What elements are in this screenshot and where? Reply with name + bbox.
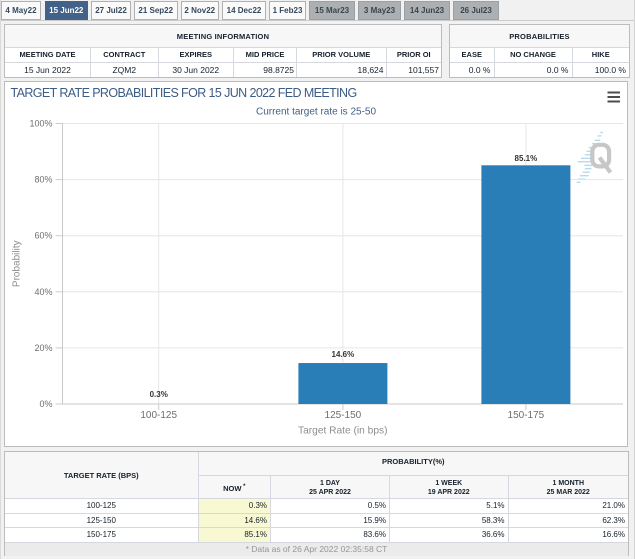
svg-text:14.6%: 14.6% — [332, 350, 355, 359]
svg-text:Current target rate is 25-50: Current target rate is 25-50 — [256, 106, 376, 117]
svg-text:100-125: 100-125 — [140, 410, 177, 421]
svg-text:150-175: 150-175 — [508, 410, 545, 421]
svg-text:Probability: Probability — [12, 240, 23, 287]
svg-text:80%: 80% — [34, 175, 52, 185]
svg-text:100%: 100% — [29, 119, 52, 129]
svg-text:Target Rate (in bps): Target Rate (in bps) — [298, 426, 387, 437]
svg-text:85.1%: 85.1% — [515, 154, 538, 163]
svg-text:20%: 20% — [34, 343, 52, 353]
svg-text:60%: 60% — [34, 231, 52, 241]
svg-text:125-150: 125-150 — [325, 410, 362, 421]
svg-text:0%: 0% — [39, 399, 52, 409]
svg-text:0.3%: 0.3% — [150, 390, 168, 399]
svg-text:TARGET RATE PROBABILITIES FOR: TARGET RATE PROBABILITIES FOR 15 JUN 202… — [11, 86, 357, 100]
svg-text:40%: 40% — [34, 287, 52, 297]
